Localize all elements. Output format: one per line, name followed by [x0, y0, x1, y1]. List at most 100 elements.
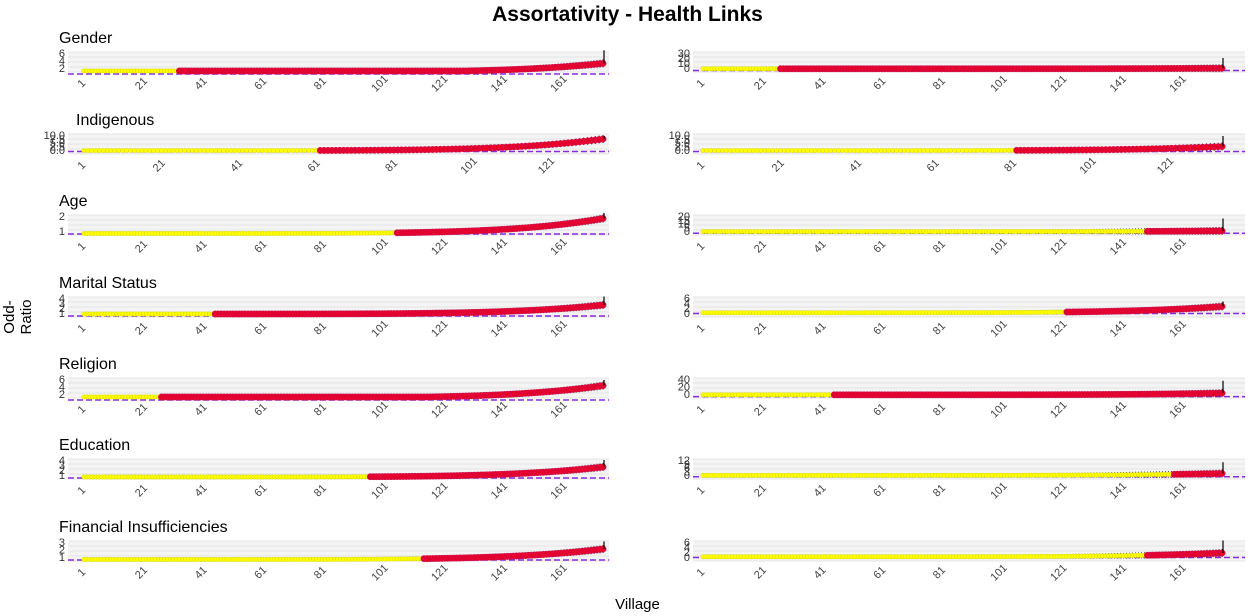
x-tick-label: 121	[1048, 236, 1069, 257]
data-point	[1218, 64, 1226, 72]
x-tick-label: 141	[489, 73, 510, 94]
y-tick-label: 6	[684, 293, 690, 305]
y-tick-label: 20	[678, 211, 690, 223]
row-title-financial-insufficiencies: Financial Insufficiencies	[59, 519, 228, 536]
y-tick-label: 1	[59, 552, 65, 564]
y-tick-label: 3	[59, 298, 65, 310]
x-tick-label: 21	[133, 482, 150, 499]
x-tick-label: 61	[871, 75, 888, 92]
x-tick-label: 101	[988, 236, 1009, 257]
x-tick-label: 61	[252, 482, 269, 499]
y-tick-label: 0	[684, 226, 690, 238]
x-tick-label: 21	[752, 238, 769, 255]
y-tick-label: 0	[684, 63, 690, 75]
data-point	[1218, 227, 1226, 235]
x-tick-label: 161	[1167, 318, 1188, 339]
data-point	[599, 135, 607, 143]
y-tick-label: 2	[59, 389, 65, 401]
x-tick-label: 1	[694, 77, 707, 90]
x-tick-label: 21	[133, 238, 150, 255]
x-tick-label: 41	[228, 157, 245, 174]
y-tick-label: 3	[59, 460, 65, 472]
y-tick-label: 4	[59, 56, 65, 68]
panel-indigenous-right: 0.02.55.07.510.01 21 41 61 81 101 121	[669, 130, 1245, 177]
y-tick-label: 4	[684, 542, 690, 554]
x-tick-label: 161	[548, 562, 569, 583]
x-tick-label: 41	[193, 401, 210, 418]
x-tick-label: 141	[1108, 73, 1129, 94]
x-tick-label: 121	[429, 236, 450, 257]
row-title-religion: Religion	[59, 356, 117, 373]
data-point	[599, 382, 607, 390]
y-tick-label: 3	[684, 466, 690, 478]
x-tick-label: 101	[369, 480, 390, 501]
x-tick-label: 161	[548, 480, 569, 501]
x-tick-label: 121	[429, 399, 450, 420]
x-tick-label: 161	[548, 318, 569, 339]
x-tick-label: 101	[988, 399, 1009, 420]
x-tick-label: 61	[252, 564, 269, 581]
x-tick-label: 81	[931, 401, 948, 418]
x-tick-label: 61	[252, 320, 269, 337]
x-tick-label: 81	[312, 482, 329, 499]
data-point	[599, 215, 607, 222]
x-tick-label: 121	[536, 155, 557, 176]
x-tick-label: 61	[871, 401, 888, 418]
x-tick-label: 161	[1167, 480, 1188, 501]
x-tick-label: 121	[1048, 480, 1069, 501]
x-tick-label: 81	[931, 238, 948, 255]
y-tick-label: 30	[678, 48, 690, 60]
x-tick-label: 141	[489, 399, 510, 420]
x-tick-label: 81	[931, 75, 948, 92]
x-tick-label: 161	[548, 399, 569, 420]
y-tick-label: 6	[684, 537, 690, 549]
y-tick-label: 6	[59, 48, 65, 60]
x-tick-label: 1	[75, 484, 88, 497]
y-tick-label: 5	[684, 222, 690, 234]
x-tick-label: 1	[694, 159, 707, 172]
y-tick-label: 1	[59, 226, 65, 238]
x-tick-label: 101	[369, 562, 390, 583]
x-tick-label: 21	[151, 157, 168, 174]
x-tick-label: 1	[75, 77, 88, 90]
x-tick-label: 121	[429, 480, 450, 501]
y-tick-label: 2	[59, 63, 65, 75]
x-tick-label: 41	[812, 482, 829, 499]
y-tick-label: 1	[59, 308, 65, 320]
x-tick-label: 81	[312, 75, 329, 92]
x-tick-label: 121	[429, 318, 450, 339]
y-tick-label: 0	[684, 389, 690, 401]
x-tick-label: 41	[847, 157, 864, 174]
y-tick-label: 2.5	[50, 141, 65, 153]
y-tick-label: 3	[59, 537, 65, 549]
y-tick-label: 4	[59, 293, 65, 305]
row-title-indigenous: Indigenous	[76, 112, 155, 129]
x-tick-label: 21	[133, 564, 150, 581]
data-point	[1218, 303, 1226, 310]
x-tick-label: 81	[312, 564, 329, 581]
y-tick-label: 10.0	[44, 130, 65, 142]
row-title-age: Age	[59, 193, 88, 210]
x-tick-label: 121	[429, 562, 450, 583]
x-tick-label: 141	[489, 562, 510, 583]
y-tick-label: 10.0	[669, 130, 690, 142]
x-tick-label: 61	[925, 157, 942, 174]
x-tick-label: 1	[694, 403, 707, 416]
y-tick-label: 0	[684, 308, 690, 320]
y-tick-label: 0.0	[675, 145, 690, 157]
x-tick-label: 81	[312, 401, 329, 418]
x-tick-label: 141	[1108, 399, 1129, 420]
x-tick-label: 81	[312, 238, 329, 255]
row-title-gender: Gender	[59, 30, 113, 47]
panel-age-left: 121 21 41 61 81 101 121 141 161	[59, 211, 609, 258]
x-tick-label: 101	[988, 73, 1009, 94]
y-tick-label: 0.0	[50, 145, 65, 157]
x-tick-label: 1	[694, 322, 707, 335]
y-tick-label: 6	[59, 374, 65, 386]
y-tick-label: 40	[678, 374, 690, 386]
x-tick-label: 61	[252, 238, 269, 255]
